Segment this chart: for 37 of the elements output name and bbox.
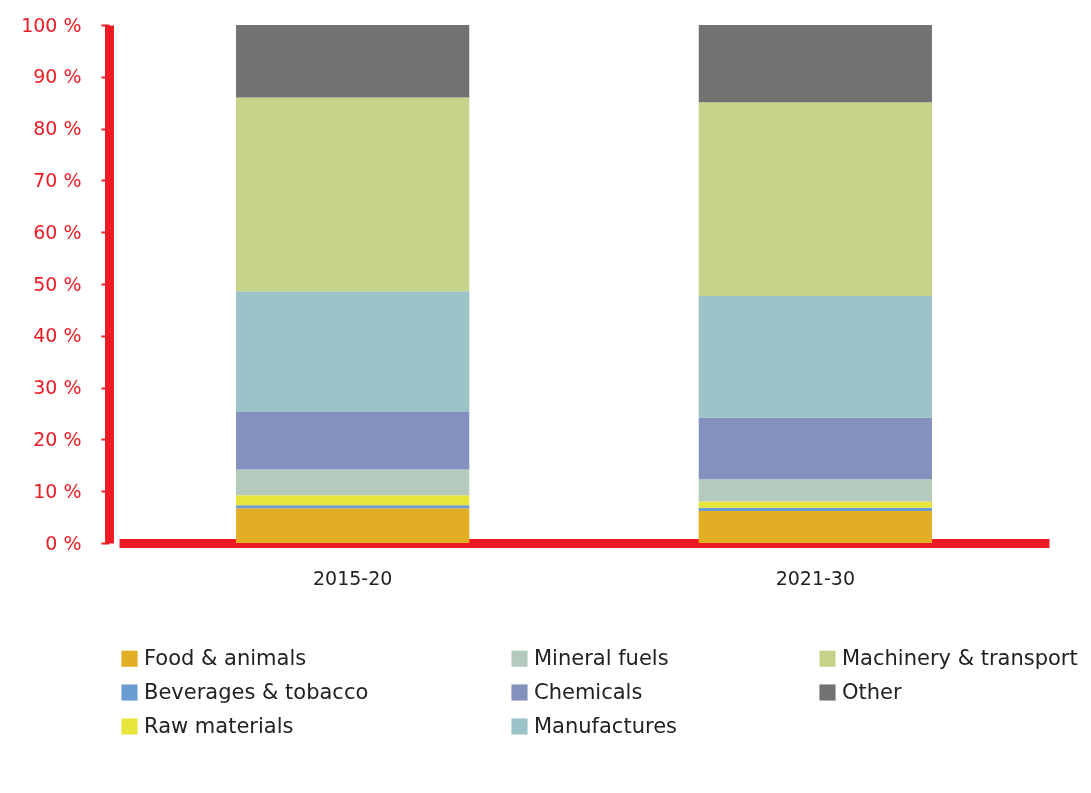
y-tick-label: 100 %: [21, 13, 82, 36]
y-tick-label: 20 %: [33, 427, 82, 450]
legend-label: Beverages & tobacco: [144, 679, 369, 704]
bar: [236, 291, 470, 412]
y-tick-label: 80 %: [33, 117, 82, 140]
y-tick-label: 90 %: [33, 65, 82, 88]
y-tick-label: 40 %: [33, 324, 82, 347]
x-tick-label: 2021-30: [775, 566, 856, 589]
bar: [236, 411, 470, 470]
legend-label: Food & animals: [144, 645, 307, 670]
x-tick-label: 2015-20: [312, 566, 393, 589]
bar: [698, 295, 932, 418]
bar: [698, 25, 932, 103]
bar: [236, 25, 470, 98]
bar: [698, 479, 932, 502]
bar: [698, 507, 932, 511]
legend-label: Raw materials: [144, 713, 294, 738]
legend-label: Machinery & transport: [842, 645, 1078, 670]
bar: [236, 505, 470, 509]
y-tick-label: 30 %: [33, 376, 82, 399]
bar: [236, 97, 470, 292]
bar: [236, 495, 470, 506]
y-tick-label: 60 %: [33, 220, 82, 243]
legend-label: Manufactures: [534, 713, 677, 738]
legend-label: Other: [842, 679, 902, 704]
legend-label: Mineral fuels: [534, 645, 669, 670]
bar: [698, 501, 932, 508]
bar: [698, 417, 932, 480]
y-tick-label: 50 %: [33, 272, 82, 295]
y-tick-label: 0 %: [45, 531, 82, 554]
y-tick-label: 10 %: [33, 479, 82, 502]
bar: [236, 508, 470, 543]
bar: [698, 102, 932, 296]
bar: [698, 510, 932, 543]
y-tick-label: 70 %: [33, 168, 82, 191]
bar: [236, 469, 470, 496]
legend-label: Chemicals: [534, 679, 643, 704]
